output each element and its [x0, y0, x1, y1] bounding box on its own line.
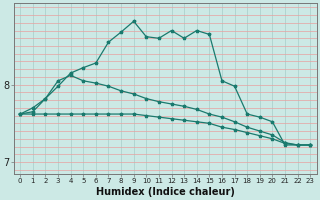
X-axis label: Humidex (Indice chaleur): Humidex (Indice chaleur) [96, 187, 235, 197]
